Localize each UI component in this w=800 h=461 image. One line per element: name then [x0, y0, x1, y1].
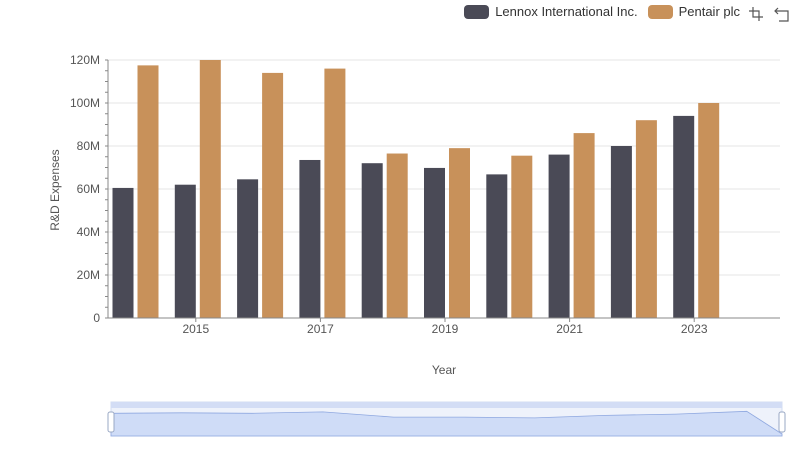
bar-lennox-2018[interactable]	[361, 163, 383, 318]
x-tick-label: 2015	[182, 322, 209, 336]
legend-label-pentair: Pentair plc	[678, 4, 740, 19]
bar-pentair-2021[interactable]	[573, 133, 595, 318]
bar-lennox-2020[interactable]	[486, 174, 508, 318]
legend-item-pentair[interactable]: Pentair plc	[647, 4, 740, 19]
x-tick-label: 2019	[432, 322, 459, 336]
bar-pentair-2017[interactable]	[324, 68, 346, 318]
slider-handle-right[interactable]	[778, 411, 786, 433]
legend-swatch-pentair	[647, 4, 673, 19]
y-tick-label: 60M	[77, 182, 100, 196]
bar-pentair-2020[interactable]	[511, 155, 533, 318]
y-axis-label: R&D Expenses	[48, 149, 62, 230]
legend-label-lennox: Lennox International Inc.	[495, 4, 638, 19]
bar-lennox-2015[interactable]	[174, 184, 196, 318]
bar-pentair-2015[interactable]	[199, 60, 221, 318]
y-tick-label: 120M	[70, 53, 100, 67]
x-tick-label: 2021	[556, 322, 583, 336]
toolbox	[748, 6, 790, 22]
bar-lennox-2017[interactable]	[299, 159, 321, 318]
legend-item-lennox[interactable]: Lennox International Inc.	[464, 4, 638, 19]
bar-lennox-2023[interactable]	[673, 115, 695, 319]
zoom-icon[interactable]	[748, 6, 764, 22]
bar-pentair-2019[interactable]	[449, 148, 470, 318]
slider-top-bar[interactable]	[111, 402, 782, 408]
legend: Lennox International Inc. Pentair plc	[464, 4, 740, 19]
x-axis: 2015 2017 2019 2021 2023	[108, 317, 780, 336]
bar-pentair-2014[interactable]	[137, 65, 159, 318]
bar-pentair-2016[interactable]	[262, 72, 284, 319]
restore-icon[interactable]	[774, 6, 790, 22]
bars	[112, 60, 720, 319]
x-tick-label: 2017	[307, 322, 334, 336]
bar-pentair-2018[interactable]	[386, 153, 408, 318]
y-tick-label: 100M	[70, 96, 100, 110]
data-zoom-slider[interactable]	[107, 401, 786, 437]
y-tick-label: 20M	[77, 268, 100, 282]
bar-lennox-2016[interactable]	[237, 179, 259, 318]
bar-lennox-2021[interactable]	[548, 154, 570, 318]
legend-swatch-lennox	[464, 4, 490, 19]
bar-lennox-2014[interactable]	[112, 187, 134, 318]
bar-lennox-2019[interactable]	[424, 167, 445, 318]
slider-handle-left[interactable]	[107, 411, 115, 433]
slider-preview-area	[110, 410, 783, 437]
y-axis: 0 20M 40M 60M 80M 100M 120M	[70, 53, 109, 325]
x-axis-label: Year	[432, 363, 456, 377]
bar-pentair-2022[interactable]	[635, 120, 657, 318]
bar-lennox-2022[interactable]	[610, 146, 632, 318]
x-tick-label: 2023	[681, 322, 708, 336]
y-tick-label: 40M	[77, 225, 100, 239]
y-tick-label: 0	[93, 311, 100, 325]
bar-pentair-2023[interactable]	[698, 103, 720, 318]
y-tick-label: 80M	[77, 139, 100, 153]
